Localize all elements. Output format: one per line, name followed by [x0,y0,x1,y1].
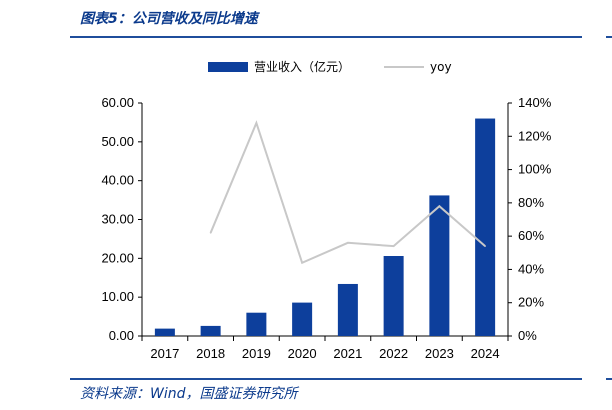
x-tick-label: 2024 [471,346,500,361]
revenue-bar [200,325,221,336]
revenue-bar [154,328,175,336]
revenue-bar [292,302,313,336]
y-right-tick-label: 120% [518,128,552,143]
y-left-tick-label: 0.00 [109,328,134,343]
legend-label-revenue: 营业收入（亿元） [254,59,350,74]
y-left-tick-label: 40.00 [101,173,134,188]
revenue-bar [429,195,450,336]
x-tick-label: 2023 [425,346,454,361]
y-left-tick-label: 30.00 [101,212,134,227]
y-right-tick-label: 60% [518,228,544,243]
figure-title: 图表5：公司营收及同比增速 [80,11,258,27]
legend-swatch-revenue [208,62,248,72]
y-left-tick-label: 60.00 [101,95,134,110]
y-left-tick-label: 50.00 [101,134,134,149]
revenue-bar [383,256,404,336]
top-rule [70,36,582,38]
yoy-point [347,242,349,244]
yoy-point [392,245,395,247]
yoy-point [209,232,212,234]
x-tick-label: 2022 [379,346,408,361]
bottom-rule [70,378,582,380]
y-right-tick-label: 140% [518,95,552,110]
y-left-tick-label: 10.00 [101,289,134,304]
y-right-tick-label: 100% [518,162,552,177]
y-left-tick-label: 20.00 [101,250,134,265]
top-rule-tail [606,36,612,38]
revenue-bar [475,118,496,337]
y-right-tick-label: 20% [518,295,544,310]
x-tick-label: 2017 [150,346,179,361]
y-right-tick-label: 40% [518,261,544,276]
x-tick-label: 2020 [288,346,317,361]
yoy-point [438,205,441,207]
y-right-tick-label: 0% [518,328,537,343]
yoy-point [301,261,303,264]
yoy-point [255,122,258,124]
source-note: 资料来源：Wind，国盛证券研究所 [80,386,298,402]
revenue-bar [246,312,267,336]
yoy-point [484,245,486,247]
y-right-tick-label: 80% [518,195,544,210]
bottom-rule-tail [606,378,612,380]
x-tick-label: 2018 [196,346,225,361]
revenue-bar [337,283,358,336]
legend-label-yoy: yoy [430,60,452,74]
x-tick-label: 2019 [242,346,271,361]
x-tick-label: 2021 [333,346,362,361]
